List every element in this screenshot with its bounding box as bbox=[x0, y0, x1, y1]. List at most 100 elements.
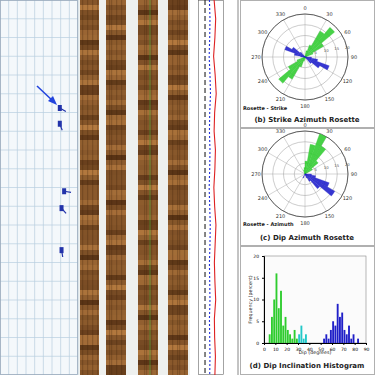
panel-frame bbox=[241, 129, 375, 246]
bar bbox=[339, 317, 341, 343]
strip-streak bbox=[111, 0, 112, 375]
strip-texture bbox=[138, 165, 158, 170]
bar bbox=[303, 339, 305, 343]
strip-texture bbox=[138, 275, 158, 280]
strip-texture bbox=[138, 285, 158, 290]
ring bbox=[262, 14, 348, 100]
ring-label: 5 bbox=[314, 50, 317, 55]
bar bbox=[346, 334, 348, 343]
strip-texture bbox=[138, 125, 158, 130]
spoke bbox=[284, 174, 306, 211]
tick-mark bbox=[262, 256, 264, 257]
spoke bbox=[284, 137, 306, 174]
petal bbox=[305, 57, 329, 70]
tick-label: 15 bbox=[253, 276, 259, 281]
strip-streak bbox=[151, 0, 152, 375]
tadpole-head bbox=[58, 105, 62, 111]
bar bbox=[355, 343, 357, 344]
spoke bbox=[305, 57, 348, 58]
bar bbox=[266, 343, 268, 344]
strip-texture bbox=[138, 340, 158, 345]
strip-texture bbox=[138, 75, 158, 80]
curve-line bbox=[209, 0, 210, 375]
strip-streak bbox=[144, 0, 145, 375]
strip-streak bbox=[97, 0, 98, 375]
tick-mark bbox=[332, 343, 333, 345]
strip-base bbox=[106, 0, 126, 375]
strip-texture bbox=[138, 280, 158, 285]
x-axis-title: Dip (degrees) bbox=[299, 350, 332, 355]
strip-texture bbox=[138, 350, 158, 355]
ring-label: 20 bbox=[345, 162, 350, 167]
angle-label: 60 bbox=[344, 146, 350, 152]
strip-texture bbox=[138, 200, 158, 205]
panel-background bbox=[0, 0, 238, 375]
grid-line bbox=[0, 356, 78, 357]
bar bbox=[332, 321, 334, 343]
caption: (c) Dip Azimuth Rosette bbox=[260, 234, 354, 242]
curve-background bbox=[190, 0, 238, 375]
angle-label: 330 bbox=[276, 128, 286, 134]
bar bbox=[305, 334, 307, 343]
petal bbox=[305, 161, 318, 174]
grid-line bbox=[0, 112, 78, 113]
strip-texture bbox=[138, 235, 158, 240]
bar bbox=[353, 334, 355, 343]
bar bbox=[280, 291, 282, 343]
tick-mark bbox=[343, 343, 344, 345]
grid-line bbox=[0, 37, 78, 38]
grid-line bbox=[0, 225, 78, 226]
strip-texture bbox=[138, 300, 158, 305]
grid-line bbox=[0, 187, 78, 188]
bar bbox=[328, 339, 330, 343]
grid-line bbox=[0, 131, 78, 132]
spoke bbox=[262, 174, 305, 175]
y-tick: 10 bbox=[253, 297, 264, 302]
ring-label: 15 bbox=[334, 163, 339, 168]
tick-mark bbox=[366, 343, 367, 345]
tick-label: 80 bbox=[352, 347, 358, 352]
bar bbox=[314, 343, 316, 344]
petal bbox=[305, 31, 324, 57]
bar bbox=[282, 326, 284, 343]
tick-label: 90 bbox=[364, 347, 370, 352]
petal bbox=[305, 57, 312, 64]
strip-texture bbox=[138, 30, 158, 35]
axis-line bbox=[262, 14, 348, 100]
bar bbox=[276, 273, 278, 343]
bar bbox=[271, 317, 273, 343]
strip-streak bbox=[82, 0, 83, 375]
spoke bbox=[305, 57, 306, 100]
bar bbox=[330, 330, 332, 343]
bar bbox=[348, 326, 350, 343]
strip-texture bbox=[138, 310, 158, 315]
strip-texture bbox=[138, 320, 158, 325]
angle-label: 300 bbox=[258, 29, 268, 35]
angle-label: 180 bbox=[300, 103, 310, 109]
petal bbox=[279, 57, 305, 83]
strip-texture bbox=[138, 290, 158, 295]
strip-texture bbox=[138, 105, 158, 110]
strip-texture bbox=[138, 195, 158, 200]
strip-texture bbox=[138, 115, 158, 120]
tick-label: 0 bbox=[256, 341, 259, 346]
spoke bbox=[305, 57, 342, 79]
strip-texture bbox=[138, 15, 158, 20]
petal bbox=[288, 57, 305, 69]
y-axis: 05101520 bbox=[253, 254, 264, 346]
y-tick: 20 bbox=[253, 254, 264, 259]
image-strip bbox=[138, 0, 158, 375]
strip-texture bbox=[138, 155, 158, 160]
strip-streak bbox=[156, 0, 157, 375]
histogram bbox=[264, 256, 366, 343]
petal bbox=[305, 168, 312, 174]
spoke bbox=[305, 174, 348, 175]
rosette bbox=[262, 131, 348, 217]
angle-label: 300 bbox=[258, 146, 268, 152]
figure: 03060901201501802102402703003305101520Ro… bbox=[0, 0, 375, 375]
grid-line bbox=[0, 300, 78, 301]
x-tick: 80 bbox=[352, 343, 358, 352]
grid-line bbox=[0, 337, 78, 338]
x-tick: 90 bbox=[364, 343, 370, 352]
petal bbox=[305, 57, 320, 68]
